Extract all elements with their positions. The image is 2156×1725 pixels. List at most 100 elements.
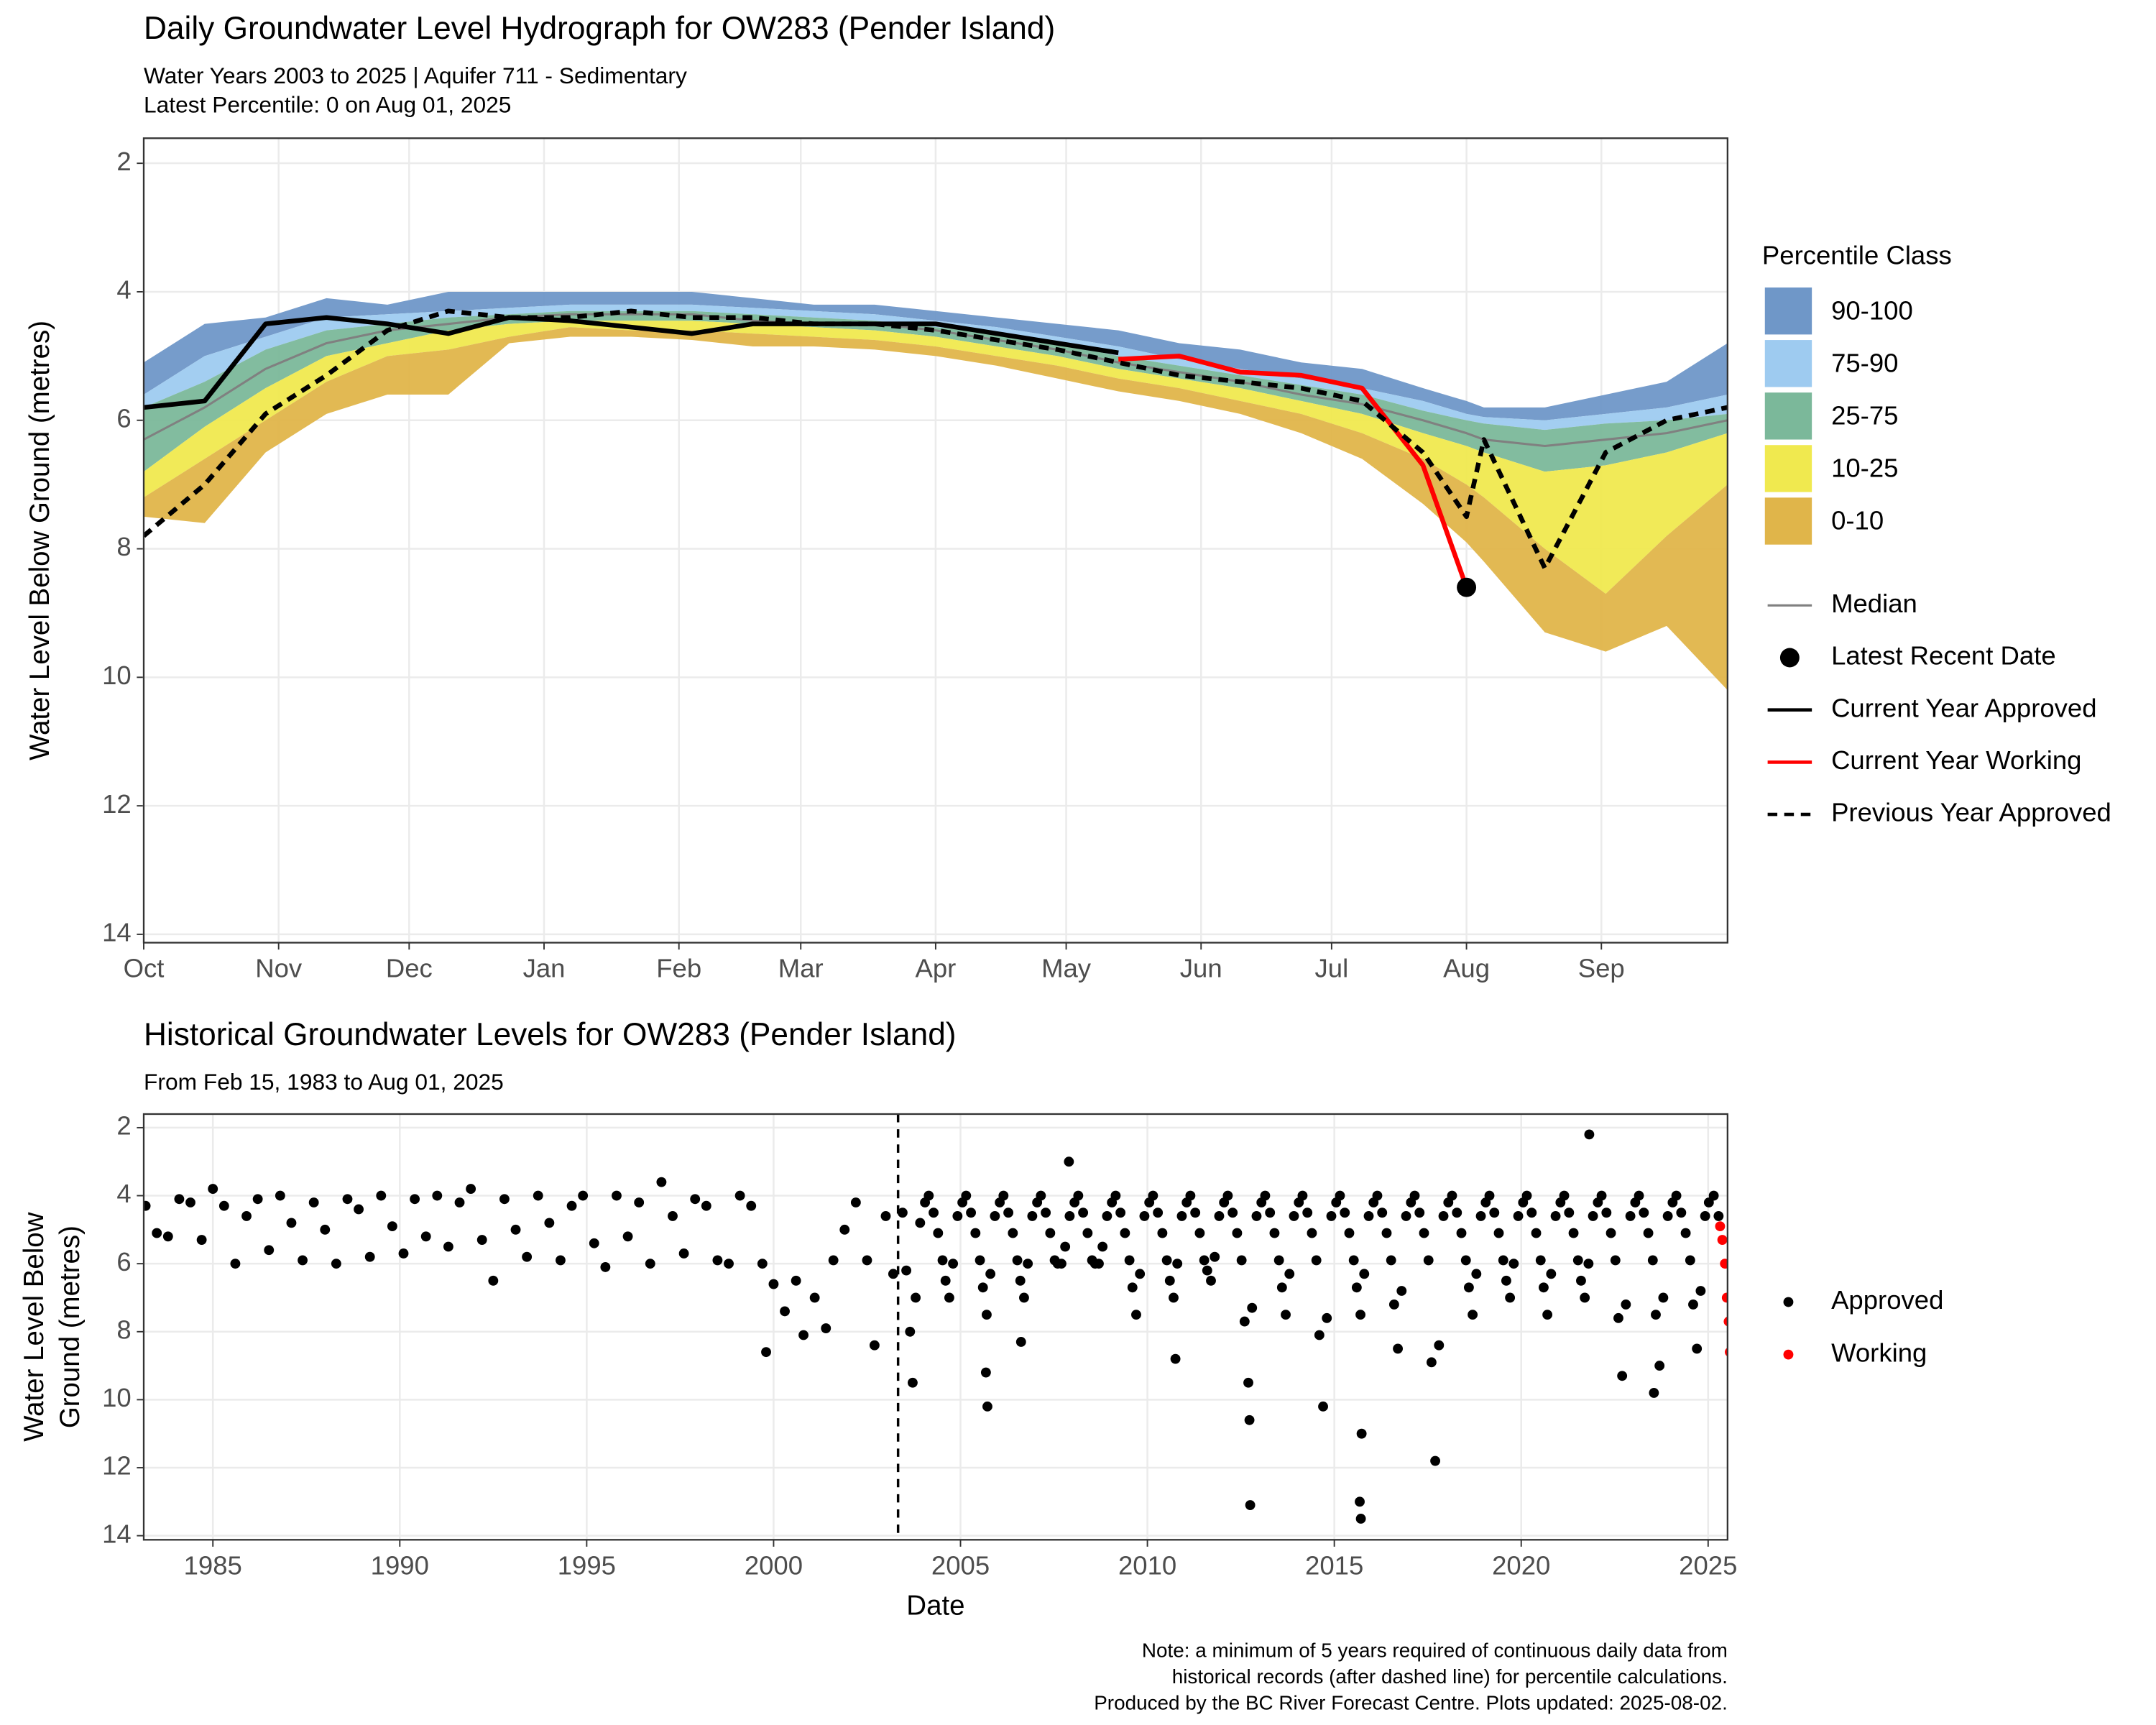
x-tick-label: 1985 [184,1550,242,1580]
data-point [286,1218,297,1228]
data-point [612,1190,622,1201]
y-tick-label: 12 [102,789,132,819]
data-point [1127,1282,1138,1293]
data-point [998,1190,1009,1201]
data-point [1148,1190,1158,1201]
x-tick-label: 2005 [931,1550,990,1580]
data-point [1438,1211,1449,1221]
data-point [354,1204,364,1215]
y-axis-label: Ground (metres) [55,1225,86,1428]
data-point [1356,1428,1367,1439]
y-tick-label: 14 [102,918,132,947]
data-point [1456,1228,1467,1238]
data-point [1584,1129,1595,1140]
data-point [1414,1208,1425,1218]
data-point [1210,1251,1220,1262]
data-point [1190,1208,1201,1218]
data-point [1521,1190,1532,1201]
x-tick-label: 2000 [745,1550,803,1580]
data-point [1243,1377,1253,1388]
data-point [1419,1228,1429,1238]
data-point [466,1184,476,1195]
data-point [1169,1292,1179,1303]
data-point [1393,1343,1404,1354]
x-tick-label: 2025 [1679,1550,1737,1580]
data-point [1036,1190,1046,1201]
data-point [252,1194,263,1205]
data-point [1685,1255,1695,1266]
data-point [977,1282,988,1293]
data-point [1194,1228,1205,1238]
data-point [1493,1228,1504,1238]
data-point [1348,1255,1359,1266]
data-point [1601,1208,1612,1218]
data-point [1505,1292,1516,1303]
data-point [1161,1255,1172,1266]
data-point [668,1211,678,1221]
data-point [1232,1228,1243,1238]
series-line [144,315,1119,410]
data-point [1713,1211,1724,1221]
data-point [144,1200,151,1211]
data-point [908,1377,918,1388]
y-axis-label: Water Level Below [19,1212,50,1441]
data-point [1396,1286,1407,1296]
data-point [376,1190,387,1201]
chart-subtitle: Latest Percentile: 0 on Aug 01, 2025 [144,91,511,117]
data-point [1583,1259,1594,1269]
chart-title: Daily Groundwater Level Hydrograph for O… [144,11,1055,46]
data-point [1654,1361,1665,1371]
data-point [1452,1208,1462,1218]
data-point [174,1194,185,1205]
data-point [937,1255,948,1266]
data-point [1124,1255,1135,1266]
data-point [1340,1208,1350,1218]
data-point [1135,1269,1146,1279]
data-point [1045,1228,1056,1238]
data-point [1023,1259,1033,1269]
data-point [1176,1211,1187,1221]
data-point [791,1275,801,1286]
data-point [218,1200,229,1211]
legend-key [1764,392,1812,440]
plot-layer [144,1114,1728,1540]
chart-subtitle: From Feb 15, 1983 to Aug 01, 2025 [144,1069,504,1095]
data-point [1434,1340,1445,1351]
data-point [944,1292,954,1303]
data-point [1302,1208,1313,1218]
data-point [1423,1255,1434,1266]
data-point [308,1197,319,1208]
data-point [1164,1275,1175,1286]
data-point [1060,1241,1071,1252]
data-point [208,1184,218,1195]
data-point [1170,1353,1181,1364]
legend-key [1764,288,1812,335]
x-tick-label: Dec [386,954,433,983]
data-point [961,1190,972,1201]
legend-label: 90-100 [1831,295,1913,325]
data-point [1153,1208,1164,1218]
data-point [320,1224,331,1235]
data-point [1671,1190,1682,1201]
data-point [152,1228,162,1238]
data-point [622,1231,633,1242]
data-point [1720,1259,1728,1269]
data-point [724,1259,734,1269]
data-point [454,1197,465,1208]
data-point [1513,1211,1524,1221]
data-point [1596,1190,1607,1201]
data-point [1550,1211,1561,1221]
x-tick-label: Oct [124,954,165,983]
series-line [144,308,1728,571]
data-point [701,1200,711,1211]
data-point [1676,1208,1687,1218]
data-point [1008,1228,1018,1238]
data-point [1157,1228,1168,1238]
data-point [196,1235,207,1245]
percentile-band [144,310,1728,472]
x-axis-label: Date [906,1591,964,1622]
x-tick-label: Feb [656,954,701,983]
data-point [1082,1228,1093,1238]
legend-title: Percentile Class [1762,240,1952,270]
y-tick-label: 2 [116,147,131,176]
